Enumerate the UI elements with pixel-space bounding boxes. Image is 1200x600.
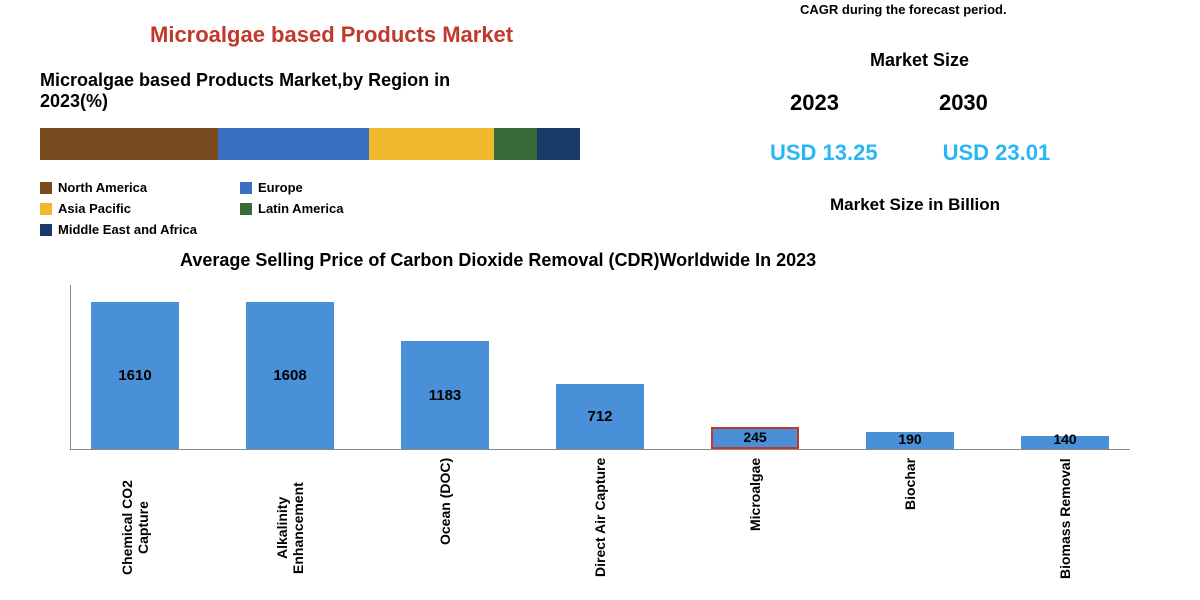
year-2: 2030 bbox=[939, 90, 988, 116]
bar-column: 712 bbox=[535, 384, 665, 449]
cdr-bar: 1608 bbox=[246, 302, 334, 449]
legend-swatch bbox=[240, 203, 252, 215]
cdr-bar: 245 bbox=[711, 427, 799, 449]
legend-item: North America bbox=[40, 180, 210, 195]
region-segment bbox=[40, 128, 218, 160]
market-size-heading: Market Size bbox=[870, 50, 969, 71]
year-1: 2023 bbox=[790, 90, 839, 116]
cdr-bar-chart: 1610 1608 1183 712 245 190 140 bbox=[70, 290, 1130, 450]
cdr-bar: 190 bbox=[866, 432, 954, 449]
bar-column: 245 bbox=[690, 427, 820, 449]
legend-swatch bbox=[40, 224, 52, 236]
bar-column: 1610 bbox=[70, 302, 200, 449]
cdr-chart-title: Average Selling Price of Carbon Dioxide … bbox=[180, 250, 816, 271]
x-axis-label: Biomass Removal bbox=[1000, 458, 1130, 598]
bar-column: 190 bbox=[845, 432, 975, 449]
region-chart-title: Microalgae based Products Market,by Regi… bbox=[40, 70, 520, 112]
infographic-container: CAGR during the forecast period. Microal… bbox=[0, 0, 1200, 600]
main-title: Microalgae based Products Market bbox=[150, 22, 513, 48]
x-axis-label: Direct Air Capture bbox=[535, 458, 665, 598]
region-segment bbox=[218, 128, 369, 160]
x-axis-label: Biochar bbox=[845, 458, 975, 598]
x-axis-label: Alkalinity Enhancement bbox=[225, 458, 355, 598]
region-legend: North America Europe Asia Pacific Latin Ame… bbox=[40, 180, 600, 237]
legend-label: North America bbox=[58, 180, 147, 195]
cdr-bar: 1183 bbox=[401, 341, 489, 449]
cdr-x-labels: Chemical CO2 CaptureAlkalinity Enhanceme… bbox=[70, 458, 1130, 598]
x-axis-label: Microalgae bbox=[690, 458, 820, 598]
region-stacked-bar bbox=[40, 128, 580, 160]
legend-swatch bbox=[40, 182, 52, 194]
market-values: USD 13.25 USD 23.01 bbox=[770, 140, 1050, 166]
region-segment bbox=[537, 128, 580, 160]
cdr-bar: 140 bbox=[1021, 436, 1109, 449]
bar-column: 140 bbox=[1000, 436, 1130, 449]
x-axis-label: Ocean (DOC) bbox=[380, 458, 510, 598]
region-segment bbox=[369, 128, 493, 160]
legend-label: Middle East and Africa bbox=[58, 222, 197, 237]
value-2: USD 23.01 bbox=[943, 140, 1051, 166]
x-axis-label: Chemical CO2 Capture bbox=[70, 458, 200, 598]
region-segment bbox=[494, 128, 537, 160]
legend-item: Europe bbox=[240, 180, 410, 195]
cdr-bar: 1610 bbox=[91, 302, 179, 449]
cdr-bar: 712 bbox=[556, 384, 644, 449]
bar-column: 1608 bbox=[225, 302, 355, 449]
bar-column: 1183 bbox=[380, 341, 510, 449]
legend-label: Latin America bbox=[258, 201, 344, 216]
forecast-text: CAGR during the forecast period. bbox=[800, 2, 1007, 17]
legend-label: Europe bbox=[258, 180, 303, 195]
legend-item: Asia Pacific bbox=[40, 201, 210, 216]
legend-swatch bbox=[40, 203, 52, 215]
legend-item: Latin America bbox=[240, 201, 410, 216]
market-years: 2023 2030 bbox=[790, 90, 988, 116]
legend-item: Middle East and Africa bbox=[40, 222, 210, 237]
legend-swatch bbox=[240, 182, 252, 194]
legend-label: Asia Pacific bbox=[58, 201, 131, 216]
value-1: USD 13.25 bbox=[770, 140, 878, 166]
market-size-unit: Market Size in Billion bbox=[830, 195, 1000, 215]
